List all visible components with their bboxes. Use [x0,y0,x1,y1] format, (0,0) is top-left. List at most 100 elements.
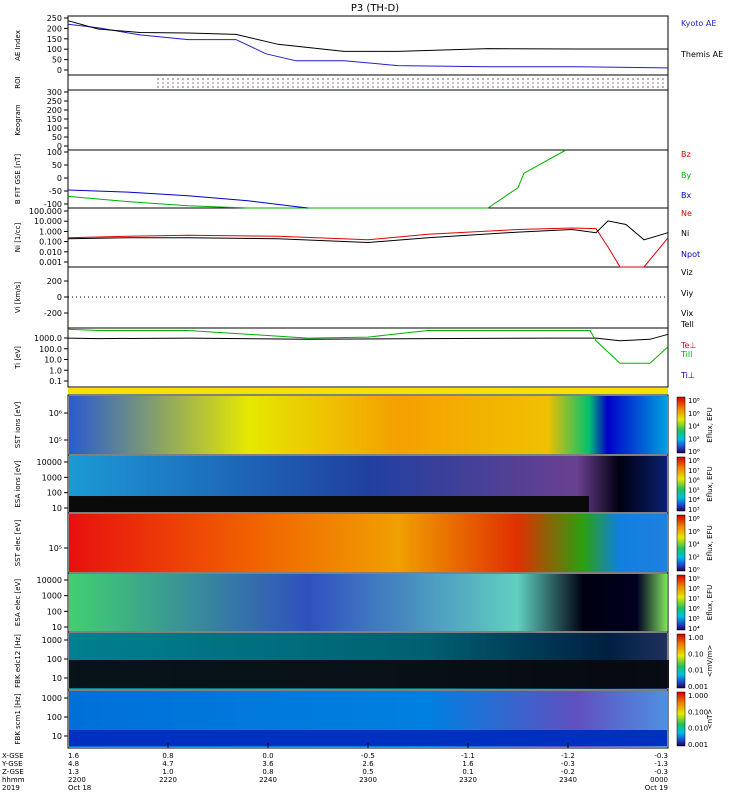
colorbar-label-fbk_e: <mV/m> [706,645,714,678]
y-axis-label-roi: ROI [14,76,22,88]
y-tick-label-bfield: 100 [47,148,62,157]
time-tick-label: Oct 18 [68,784,91,792]
roi-dot [627,86,629,88]
legend-by: By [681,171,691,180]
roi-dot [157,78,159,80]
roi-dot [202,78,204,80]
roi-dot [512,78,514,80]
y-tick-label-temperature: 10.0 [44,356,62,365]
roi-dot [252,78,254,80]
time-tick-label: 2220 [159,776,177,784]
series-line-bx [67,189,309,209]
roi-dot [257,86,259,88]
roi-dot [502,82,504,84]
panel-frame-bfield [67,149,669,209]
colorbar-fbk_b [676,691,686,747]
y-tick-label-fbk_e: 10 [52,674,62,683]
spectrogram-sst_elec [69,514,667,572]
colorbar-esa_ion [676,456,686,512]
colorbar-tick-esa_ion: 10⁸ [688,457,700,465]
y-tick-label-keogram: 0 [57,142,62,151]
time-axis-row-label: Z-GSE [2,768,24,776]
roi-dot [177,86,179,88]
legend-till: Till [680,350,692,359]
roi-dot [312,86,314,88]
roi-dot [592,78,594,80]
colorbar-tick-sst_elec: 10⁴ [688,541,700,549]
roi-dot [292,78,294,80]
y-tick-label-bfield: 50 [52,161,62,170]
roi-dot [607,78,609,80]
legend-kyoto_ae: Kyoto AE [681,19,716,28]
roi-dot [347,78,349,80]
roi-dot [317,86,319,88]
roi-dot [537,78,539,80]
y-tick-label-esa_ion: 10000 [37,458,62,467]
time-tick-label: -0.5 [361,752,375,760]
roi-dot [402,86,404,88]
time-tick-label: Oct 19 [645,784,668,792]
roi-dot [412,78,414,80]
roi-dot [252,82,254,84]
roi-dot [392,82,394,84]
roi-dot [427,82,429,84]
panel-frame-temperature [67,327,669,388]
y-tick-label-density: 10.000 [34,217,62,226]
roi-dot [597,78,599,80]
roi-dot [522,82,524,84]
y-tick-label-sst_ion: 10⁶ [49,409,62,418]
roi-dot [377,78,379,80]
roi-dot [257,78,259,80]
time-tick-label: 1.3 [68,768,79,776]
y-tick-label-velocity: 0 [57,293,62,302]
roi-dot [287,82,289,84]
time-tick-label: -0.3 [654,752,668,760]
roi-dot [167,82,169,84]
y-axis-label-velocity: Vi [km/s] [14,282,22,313]
roi-dot [612,82,614,84]
roi-dot [347,86,349,88]
roi-dot [422,86,424,88]
legend-viz: Viz [681,268,693,277]
roi-dot [587,78,589,80]
roi-dot [597,82,599,84]
colorbar-tick-sst_ion: 10⁸ [688,397,700,405]
roi-dot [297,78,299,80]
roi-dot [522,78,524,80]
roi-dot [312,78,314,80]
series-line-by [67,149,567,209]
time-tick-label: 4.7 [162,760,173,768]
roi-dot [187,82,189,84]
roi-dot [492,86,494,88]
y-tick-label-fbk_b: 10 [52,732,62,741]
roi-dot [357,86,359,88]
roi-dot [282,86,284,88]
roi-dot [322,78,324,80]
roi-dot [262,86,264,88]
roi-dot [612,86,614,88]
roi-dot [517,78,519,80]
time-tick-label: 0.0 [262,752,273,760]
y-tick-label-esa_elec: 10000 [37,576,62,585]
roi-dot [627,82,629,84]
roi-dot [292,86,294,88]
roi-dot [247,86,249,88]
roi-dot [567,82,569,84]
roi-dot [447,82,449,84]
series-line-ne [67,227,669,268]
roi-dot [457,82,459,84]
roi-dot [367,86,369,88]
y-tick-label-ae: 150 [47,35,62,44]
colorbar-tick-esa_elec: 10⁹ [688,575,700,583]
y-tick-label-sst_elec: 10⁵ [49,544,62,553]
roi-dot [647,82,649,84]
roi-dot [442,82,444,84]
roi-dot [352,78,354,80]
roi-dot [327,86,329,88]
roi-dot [422,78,424,80]
roi-dot [557,78,559,80]
colorbar-tick-esa_ion: 10⁷ [688,467,700,475]
roi-dot [492,78,494,80]
roi-dot [327,82,329,84]
time-axis-row-label: Y-GSE [1,760,23,768]
